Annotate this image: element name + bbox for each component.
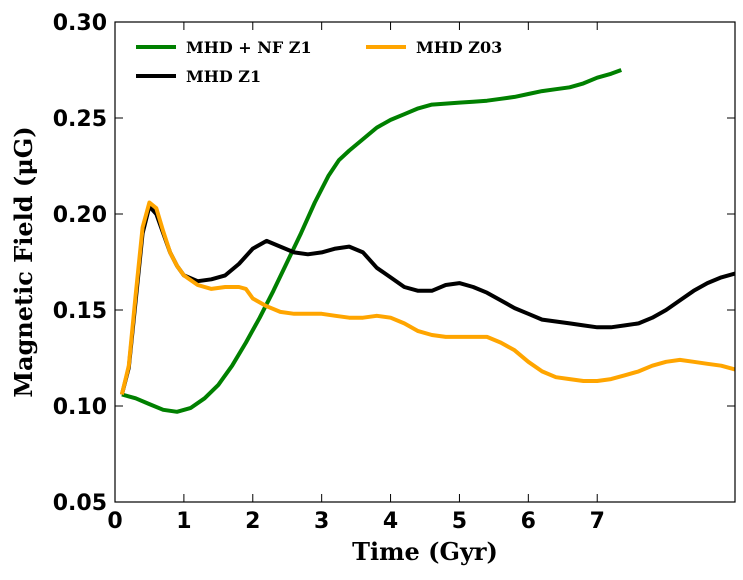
series-line-3	[119, 200, 735, 395]
x-tick-label: 4	[383, 509, 398, 534]
y-tick-label: 0.20	[53, 203, 107, 228]
series-line-2	[119, 204, 735, 395]
x-tick-label: 6	[521, 509, 536, 534]
plot-frame	[114, 21, 736, 503]
x-tick-label: 7	[590, 509, 605, 534]
x-tick-label: 3	[314, 509, 329, 534]
y-tick-label: 0.25	[53, 107, 107, 132]
legend-label: MHD Z1	[186, 67, 261, 86]
axis-ticks	[114, 21, 735, 503]
x-tick-label: 5	[452, 509, 467, 534]
series-line-1	[121, 68, 622, 414]
plot-area	[119, 68, 735, 414]
y-tick-label: 0.15	[53, 299, 107, 324]
x-axis-title: Time (Gyr)	[352, 537, 498, 566]
legend: MHD + NF Z1 MHD Z1 MHD Z03	[136, 38, 502, 86]
x-tick-label: 1	[176, 509, 191, 534]
tick-labels: 0 1 2 3 4 5 6 7 0.05 0.10 0.15 0.20 0.25 0.30	[53, 11, 605, 534]
y-axis-title: Magnetic Field (μG)	[9, 126, 38, 397]
y-tick-label: 0.10	[53, 395, 107, 420]
legend-label: MHD + NF Z1	[186, 38, 312, 57]
y-tick-label: 0.30	[53, 11, 107, 36]
x-tick-label: 2	[245, 509, 260, 534]
legend-label: MHD Z03	[416, 38, 502, 57]
y-tick-label: 0.05	[53, 491, 107, 516]
x-tick-label: 0	[107, 509, 122, 534]
